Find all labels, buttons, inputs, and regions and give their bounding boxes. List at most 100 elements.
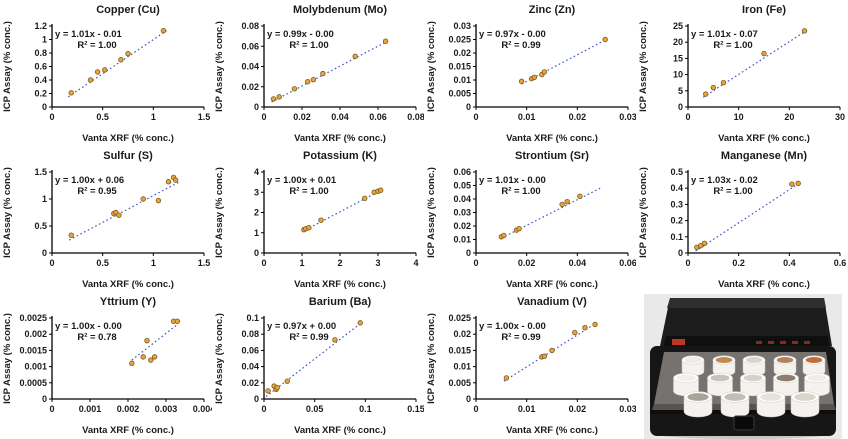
chart-svg-zinc: Zinc (Zn) 0 0.01 0.02 0.03 0 0.005 0.01 0.015 0.0…	[426, 4, 636, 144]
data-point	[125, 50, 131, 57]
equation-label: y = 0.99x - 0.00	[267, 29, 334, 40]
data-point	[101, 67, 108, 73]
x-tick-label: 0.03	[619, 404, 636, 414]
y-tick-label: 0.04	[241, 62, 259, 72]
y-tick-label: 0	[254, 248, 259, 258]
r-squared-label: R² = 0.99	[289, 332, 328, 343]
x-tick-label: 0	[49, 112, 54, 122]
y-tick-label: 0.06	[241, 41, 259, 51]
x-tick-label: 10	[734, 112, 744, 122]
chart-title: Strontium (Sr)	[515, 150, 589, 162]
x-tick-label: 0.04	[331, 112, 349, 122]
x-axis-title: Vanta XRF (% conc.)	[506, 133, 598, 144]
y-tick-label: 0	[42, 102, 47, 112]
x-tick-label: 1	[299, 258, 304, 268]
chart-svg-iron: Iron (Fe) 0 10 20 30 0 5 10 15 20 25 Vanta XRF (% c…	[638, 4, 845, 144]
y-tick-label: 0	[466, 394, 471, 404]
sample-cup-body	[756, 396, 786, 418]
x-axis-title: Vanta XRF (% conc.)	[82, 133, 174, 144]
y-axis-title: ICP Assay (% conc.)	[2, 21, 13, 112]
x-tick-label: 0.02	[569, 112, 587, 122]
data-point	[720, 79, 727, 86]
data-point	[174, 318, 181, 324]
data-point	[572, 329, 578, 336]
x-tick-label: 3	[375, 258, 380, 268]
data-point	[382, 38, 389, 44]
trendline	[265, 322, 362, 398]
y-tick-label: 0.05	[453, 181, 471, 191]
x-tick-label: 30	[835, 112, 845, 122]
sample-powder	[743, 374, 763, 382]
data-point	[310, 76, 317, 83]
x-tick-label: 0	[49, 258, 54, 268]
y-tick-label: 1	[254, 228, 259, 238]
data-point	[710, 84, 717, 91]
data-point	[118, 57, 124, 63]
x-tick-label: 0	[49, 404, 54, 414]
chart-cell-yttrium: Yttrium (Y) 0 0.001 0.002 0.003 0.004 0 0.0005 0…	[0, 292, 212, 439]
sample-powder	[745, 356, 763, 364]
lid-label-mark	[780, 341, 786, 344]
data-point	[795, 180, 801, 187]
y-axis-title: ICP Assay (% conc.)	[426, 167, 437, 258]
r-squared-label: R² = 1.00	[289, 40, 328, 51]
y-tick-label: 0.005	[448, 378, 471, 388]
case-lid	[660, 298, 832, 346]
y-tick-label: 0.0005	[19, 378, 47, 388]
chart-cell-zinc: Zinc (Zn) 0 0.01 0.02 0.03 0 0.005 0.01 0.015 0.0…	[424, 0, 636, 146]
chart-svg-potassium: Potassium (K) 0 1 2 3 4 0 1 2 3 4 Vanta XRF (% conc…	[214, 150, 419, 290]
y-tick-label: 0	[42, 248, 47, 258]
y-tick-label: 10	[673, 70, 683, 80]
chart-cell-vanadium: Vanadium (V) 0 0.01 0.02 0.03 0 0.005 0.01 0.015…	[424, 292, 636, 439]
data-point	[94, 69, 101, 75]
y-tick-label: 4	[254, 167, 259, 177]
r-squared-label: R² = 1.00	[713, 40, 752, 51]
data-point	[701, 240, 708, 246]
data-point	[68, 232, 74, 238]
chart-cell-copper: Copper (Cu) 0 0.5 1 1.5 0 0.2 0.4 0.6 0.8 1 1.2 Vant…	[0, 0, 212, 146]
y-tick-label: 0.2	[34, 89, 47, 99]
y-tick-label: 0.1	[246, 313, 259, 323]
x-tick-label: 0.004	[193, 404, 212, 414]
data-point	[320, 70, 326, 77]
data-point	[602, 36, 608, 43]
data-point	[592, 321, 598, 328]
data-point	[789, 181, 795, 187]
sample-cup-body	[790, 396, 820, 418]
x-tick-label: 0	[473, 112, 478, 122]
data-point	[284, 378, 291, 384]
data-point	[503, 375, 510, 381]
x-tick-label: 0.06	[619, 258, 636, 268]
equation-label: y = 1.03x - 0.02	[691, 175, 758, 186]
sample-powder	[760, 393, 782, 401]
y-axis-title: ICP Assay (% conc.)	[638, 21, 649, 112]
lid-label-mark	[756, 341, 762, 344]
equation-label: y = 1.00x + 0.01	[267, 175, 337, 186]
data-point	[361, 195, 368, 202]
data-point	[144, 337, 150, 344]
sample-powder	[684, 356, 702, 364]
chart-svg-copper: Copper (Cu) 0 0.5 1 1.5 0 0.2 0.4 0.6 0.8 1 1.2 Vant…	[2, 4, 210, 144]
y-tick-label: 0.03	[453, 21, 471, 31]
data-point	[582, 325, 588, 331]
x-tick-label: 0.02	[569, 404, 587, 414]
y-tick-label: 0.03	[453, 208, 471, 218]
x-axis-title: Vanta XRF (% conc.)	[294, 133, 386, 144]
y-axis-title: ICP Assay (% conc.)	[214, 313, 225, 404]
lid-label-mark	[804, 341, 810, 344]
data-point	[265, 388, 271, 394]
data-point	[291, 86, 298, 92]
y-tick-label: 0	[466, 102, 471, 112]
r-squared-label: R² = 0.99	[501, 332, 540, 343]
sample-case-photo	[644, 294, 842, 439]
x-tick-label: 4	[413, 258, 418, 268]
y-tick-label: 15	[673, 53, 683, 63]
sample-powder	[776, 356, 794, 364]
y-tick-label: 0.002	[24, 329, 47, 339]
y-tick-label: 0.02	[453, 221, 471, 231]
y-tick-label: 20	[673, 37, 683, 47]
r-squared-label: R² = 1.00	[501, 186, 540, 197]
x-tick-label: 0.1	[359, 404, 372, 414]
y-tick-label: 0.04	[241, 362, 259, 372]
